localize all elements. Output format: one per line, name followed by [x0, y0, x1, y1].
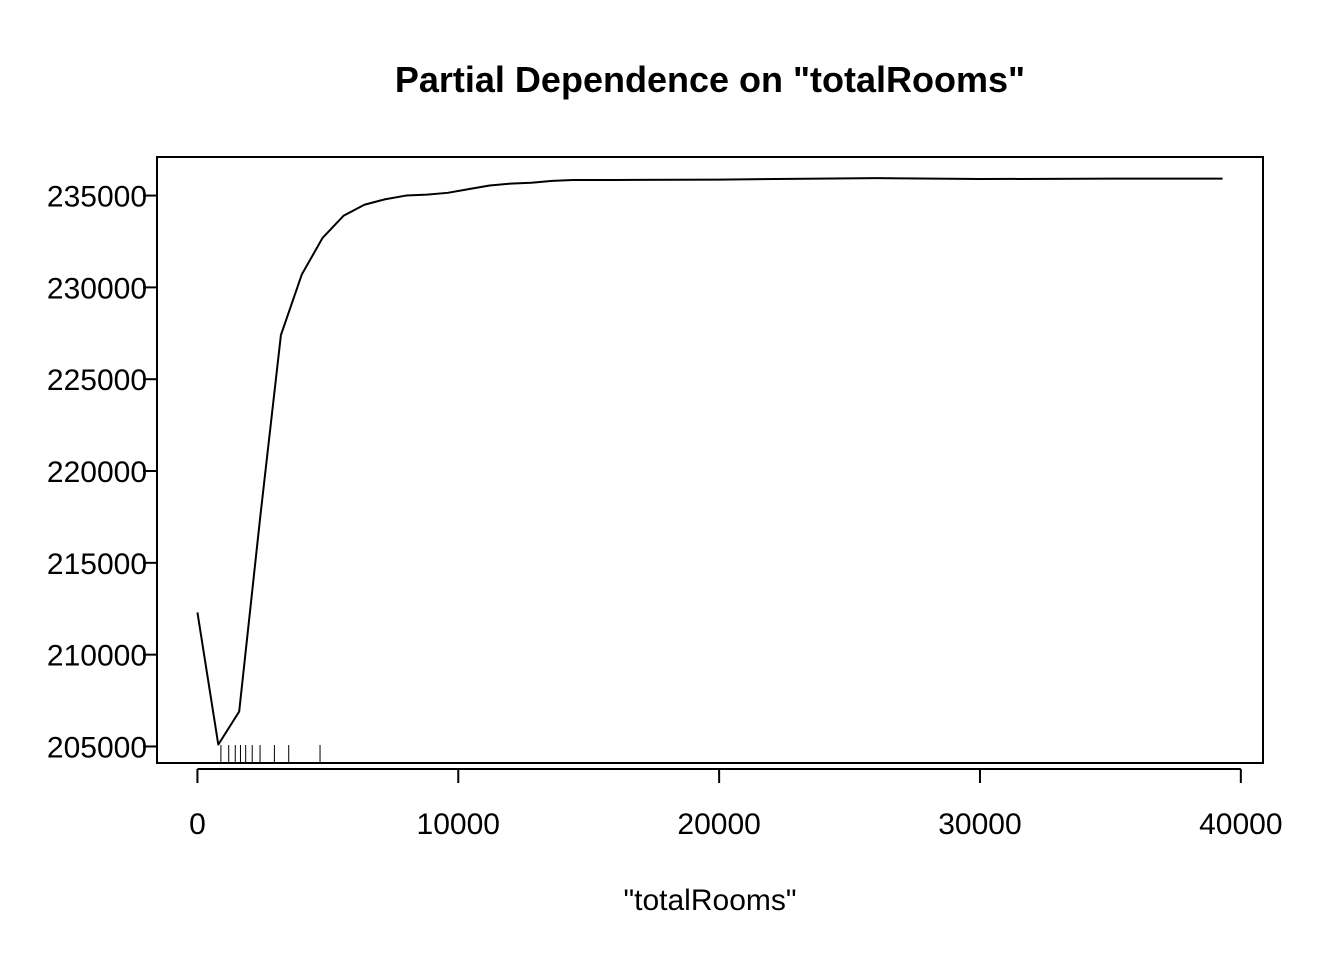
chart-title: Partial Dependence on "totalRooms" [395, 59, 1025, 100]
x-tick-label: 40000 [1199, 808, 1282, 841]
rug-marks [220, 745, 321, 763]
y-axis: 205000 210000 215000 220000 225000 230000 2350… [47, 181, 158, 764]
y-tick-label: 235000 [47, 181, 147, 214]
x-tick-label: 20000 [677, 808, 760, 841]
x-axis-label: "totalRooms" [623, 884, 796, 917]
series-line [196, 177, 1223, 746]
y-tick-label: 230000 [47, 272, 147, 305]
x-tick-label: 10000 [417, 808, 500, 841]
y-tick-label: 215000 [47, 548, 147, 581]
series-group [196, 177, 1223, 746]
y-tick-label: 210000 [47, 640, 147, 673]
y-tick-label: 205000 [47, 731, 147, 764]
y-tick-label: 220000 [47, 456, 147, 489]
x-tick-label: 30000 [938, 808, 1021, 841]
plot-frame [156, 156, 1264, 764]
x-tick-label: 0 [189, 808, 206, 841]
y-tick-label: 225000 [47, 364, 147, 397]
x-axis: 0 10000 20000 30000 40000 [189, 768, 1283, 841]
